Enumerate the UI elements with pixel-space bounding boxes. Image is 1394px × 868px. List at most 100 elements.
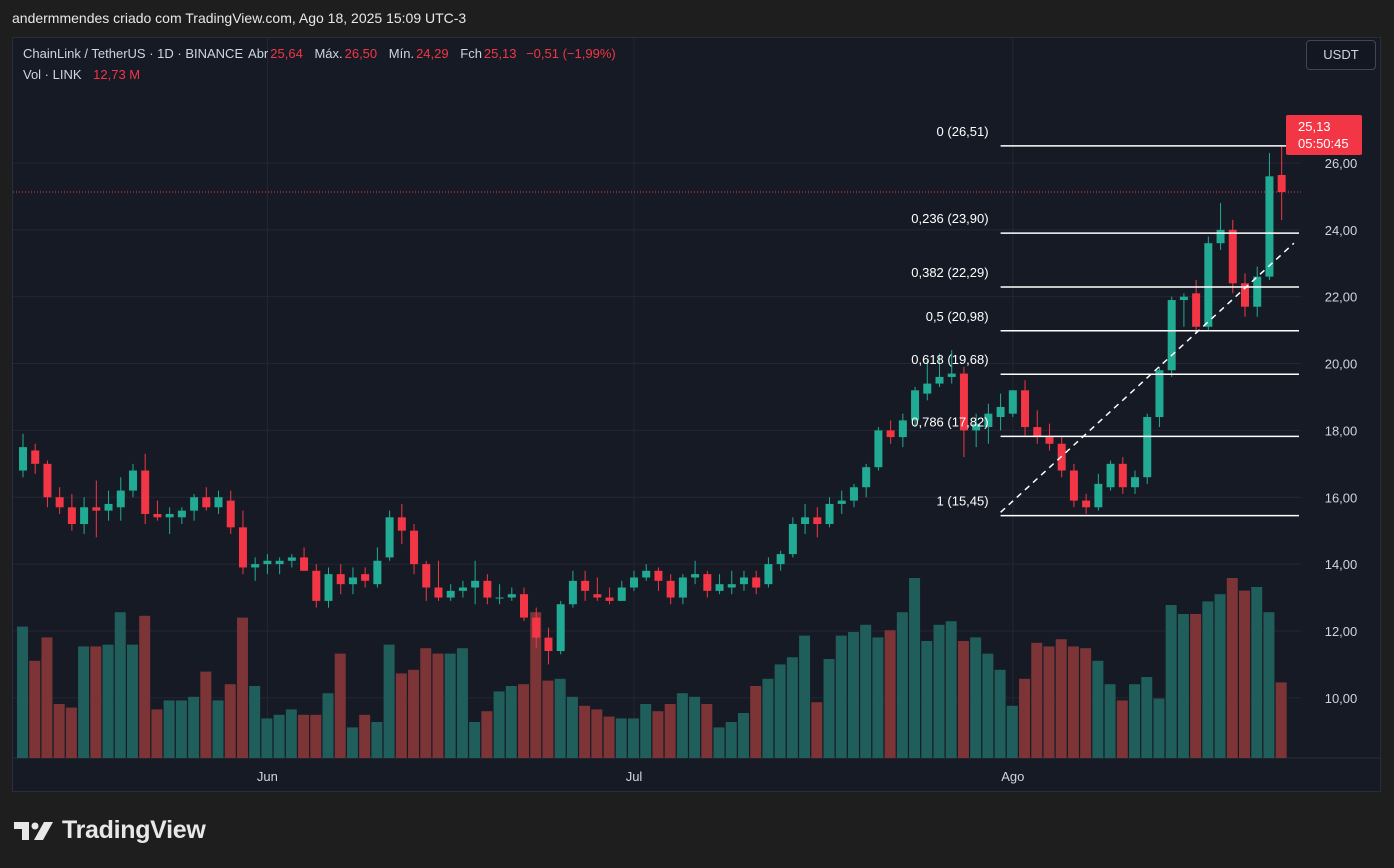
- volume-bar: [102, 644, 114, 758]
- candle: [568, 570, 577, 608]
- volume-bar: [359, 714, 371, 758]
- chart-caption: andermmendes criado com TradingView.com,…: [12, 10, 467, 26]
- volume-bar: [799, 635, 811, 758]
- candle-body: [165, 513, 174, 518]
- trend-line[interactable]: [1000, 242, 1295, 513]
- high-value: 26,50: [344, 46, 378, 61]
- tradingview-logo[interactable]: TradingView: [14, 816, 206, 845]
- candle: [642, 564, 651, 581]
- volume-bar: [78, 646, 90, 758]
- candle-body: [287, 557, 296, 561]
- candle: [336, 564, 345, 595]
- volume-bar: [786, 657, 798, 758]
- candle-body: [678, 577, 687, 598]
- candle-body: [1192, 293, 1201, 327]
- x-tick-label: Jun: [257, 769, 278, 784]
- price-chart[interactable]: 0 (26,51) 0,236 (23,90) 0,382 (22,29) 0,5 (…: [13, 38, 1380, 791]
- volume-bar: [530, 612, 542, 758]
- candle: [691, 560, 700, 585]
- logo-text: TradingView: [62, 816, 206, 844]
- volume-bar: [909, 578, 921, 758]
- candle: [813, 507, 822, 538]
- candle: [886, 420, 895, 444]
- candle-body: [1167, 300, 1176, 371]
- candle: [1253, 266, 1262, 317]
- candle-body: [544, 637, 553, 652]
- symbol-name[interactable]: ChainLink / TetherUS · 1D · BINANCE: [23, 46, 244, 61]
- fibonacci-retracement[interactable]: 0 (26,51) 0,236 (23,90) 0,382 (22,29) 0,5 (…: [911, 124, 1299, 517]
- y-tick-label: 14,00: [1325, 557, 1358, 572]
- candle: [1179, 293, 1188, 327]
- volume-bar: [163, 700, 175, 758]
- volume-bar: [774, 664, 786, 758]
- candle: [1021, 380, 1030, 438]
- volume-bar: [456, 648, 468, 758]
- candle: [495, 584, 504, 605]
- candle: [251, 557, 260, 581]
- candle: [1192, 279, 1201, 334]
- candle: [984, 403, 993, 444]
- volume-value: 12,73 M: [93, 67, 141, 82]
- chart-panel[interactable]: 0 (26,51) 0,236 (23,90) 0,382 (22,29) 0,5 (…: [12, 37, 1381, 792]
- candle: [1118, 457, 1127, 494]
- candle: [31, 443, 40, 474]
- candle: [605, 587, 614, 605]
- y-tick-label: 26,00: [1325, 156, 1358, 171]
- current-price-tag: 25,13 05:50:45: [1286, 115, 1362, 155]
- volume-bar: [1226, 578, 1238, 758]
- candle: [238, 510, 247, 575]
- fib-level-label: 0,236 (23,90): [911, 211, 988, 226]
- candle-body: [984, 413, 993, 428]
- tradingview-logo-icon: [14, 821, 53, 840]
- candle-body: [1118, 463, 1127, 488]
- candle-body: [886, 430, 895, 438]
- candle: [446, 584, 455, 601]
- volume-bar: [1202, 601, 1214, 758]
- candle: [202, 487, 211, 511]
- volume-bar: [310, 714, 322, 758]
- volume-bar: [420, 648, 432, 758]
- candle: [458, 580, 467, 598]
- volume-bar: [603, 716, 615, 758]
- candle-body: [849, 487, 858, 501]
- volume-bar: [1263, 612, 1275, 758]
- y-tick-label: 22,00: [1325, 290, 1358, 305]
- candle: [324, 567, 333, 608]
- candle-body: [410, 530, 419, 565]
- x-axis[interactable]: Jun Jul Ago: [257, 769, 1024, 784]
- candle: [397, 503, 406, 545]
- candle: [43, 460, 52, 508]
- volume-bar: [236, 617, 248, 758]
- candle-body: [348, 577, 357, 585]
- candle: [300, 547, 309, 571]
- close-label: Fch: [460, 46, 482, 61]
- candle-body: [630, 577, 638, 588]
- candle: [312, 564, 321, 608]
- candle: [752, 570, 761, 595]
- low-label: Mín.: [388, 46, 415, 61]
- y-axis[interactable]: 26,00 24,00 22,00 20,00 18,00 16,00 14,00 12,00…: [1325, 156, 1358, 706]
- volume-bar: [408, 669, 420, 758]
- candle-body: [581, 580, 590, 591]
- candle: [373, 547, 382, 588]
- candle-body: [825, 503, 834, 524]
- candle-body: [862, 467, 871, 488]
- candle: [593, 577, 602, 601]
- volume-bar: [957, 641, 969, 758]
- volume-bar: [884, 630, 896, 758]
- volume-bar: [1214, 594, 1226, 758]
- candle: [104, 490, 113, 521]
- candle-body: [703, 574, 712, 591]
- volume-bar: [1031, 642, 1043, 758]
- volume-bar: [640, 704, 652, 758]
- volume-bar: [1043, 646, 1055, 758]
- candle-body: [972, 423, 981, 431]
- candle-body: [434, 587, 443, 598]
- currency-button[interactable]: USDT: [1306, 40, 1376, 70]
- candle-body: [483, 580, 492, 598]
- symbol-legend: ChainLink / TetherUS · 1D · BINANCE Abr 2…: [23, 46, 618, 61]
- candle: [128, 463, 137, 498]
- candle-body: [116, 490, 125, 508]
- volume-label[interactable]: Vol · LINK: [23, 67, 82, 82]
- candle: [947, 350, 956, 384]
